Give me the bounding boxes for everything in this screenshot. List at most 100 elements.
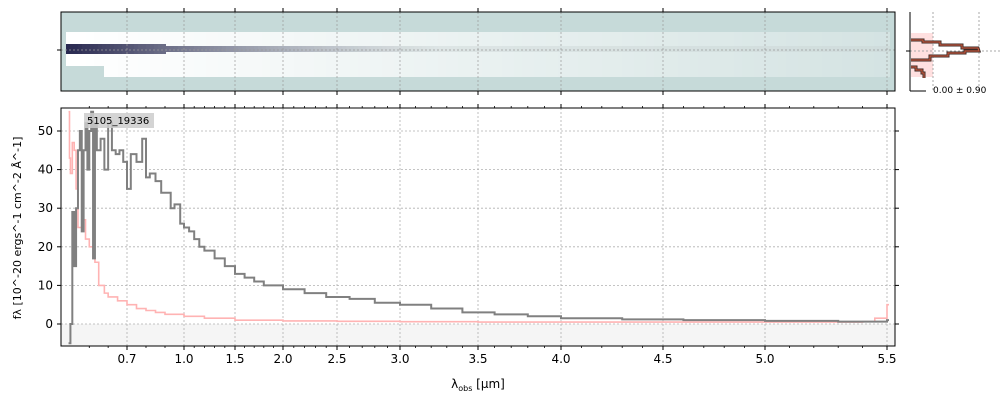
2d-band-column [362,32,366,77]
2d-band-column [602,32,606,77]
2d-band-column [506,32,510,77]
2d-trace-column [542,46,546,52]
2d-band-column [270,32,274,77]
2d-trace-column [142,44,146,54]
2d-band-column [274,32,278,77]
2d-trace-column [70,44,74,54]
2d-band-column [406,32,410,77]
2d-band-column [450,32,454,77]
2d-band-column [726,32,730,77]
2d-band-column [106,32,110,77]
2d-band-column [386,32,390,77]
negative-region [61,324,895,346]
2d-band-column [598,32,602,77]
2d-trace-column [318,46,322,52]
2d-band-column [150,32,154,77]
y-tick-label: 50 [38,124,53,138]
2d-trace-column [494,46,498,52]
2d-trace-column [98,44,102,54]
2d-band-column [294,32,298,77]
2d-band-column [162,32,166,77]
2d-trace-column [766,46,770,52]
2d-trace-column [266,46,270,52]
2d-band-column [234,32,238,77]
2d-band-column [510,32,514,77]
2d-trace-column [334,46,338,52]
2d-band-column [94,32,98,77]
2d-band-column [286,32,290,77]
2d-trace-column [350,46,354,52]
y-tick-label: 0 [45,317,53,331]
2d-trace-column [594,46,598,52]
2d-trace-column [430,46,434,52]
2d-trace-column [814,46,818,52]
2d-band-column [438,32,442,77]
2d-trace-column [530,46,534,52]
2d-trace-column [458,46,462,52]
2d-band-column [358,32,362,77]
2d-trace-column [822,46,826,52]
2d-trace-column [794,46,798,52]
2d-band-column [622,32,626,77]
2d-band-column [886,32,890,77]
2d-trace-column [718,46,722,52]
2d-trace-column [630,46,634,52]
2d-trace-column [558,46,562,52]
2d-trace-column [158,44,162,54]
2d-trace-column [850,46,854,52]
2d-band-column [530,32,534,77]
2d-band-column [414,32,418,77]
2d-trace-column [438,46,442,52]
2d-band-column [550,32,554,77]
2d-band-column [130,32,134,77]
1d-spectrum-panel: 0.7 1.0 1.5 2.0 2.5 3.0 3.5 4.0 4.5 5.0 5.5 0 10 20 30… [38,104,899,366]
x-axis-label: λobs [μm] [451,377,505,393]
2d-trace-column [466,46,470,52]
2d-trace-column [278,46,282,52]
2d-trace-column [422,46,426,52]
2d-trace-column [750,46,754,52]
2d-band-column [786,32,790,77]
2d-trace-column [838,46,842,52]
2d-band-column [698,32,702,77]
2d-trace-column [862,46,866,52]
2d-trace-column [870,46,874,52]
2d-trace-column [194,46,198,52]
2d-trace-column [122,44,126,54]
2d-trace-column [746,46,750,52]
2d-trace-column [386,46,390,52]
2d-band-column [758,32,762,77]
2d-trace-column [554,46,558,52]
2d-trace-column [742,46,746,52]
2d-band-column [770,32,774,77]
2d-trace-column [370,46,374,52]
2d-trace-column [882,46,886,52]
2d-band-column [458,32,462,77]
2d-band-column [830,32,834,77]
2d-band-column [266,32,270,77]
2d-band-column [846,32,850,77]
2d-band-column [790,32,794,77]
2d-trace-column [702,46,706,52]
2d-trace-column [714,46,718,52]
2d-trace-column [686,46,690,52]
label-background [84,113,154,128]
2d-trace-column [218,46,222,52]
2d-band-column [734,32,738,77]
2d-trace-column [646,46,650,52]
2d-trace-column [738,46,742,52]
2d-trace-column [178,46,182,52]
2d-band-column [210,32,214,77]
2d-band-column [154,32,158,77]
2d-trace-column [534,46,538,52]
2d-trace-column [842,46,846,52]
2d-trace-column [274,46,278,52]
2d-trace-column [866,46,870,52]
2d-trace-column [510,46,514,52]
2d-trace-column [246,46,250,52]
2d-trace-column [114,44,118,54]
2d-band-column [398,32,402,77]
2d-band-column [114,32,118,77]
2d-trace-column [570,46,574,52]
